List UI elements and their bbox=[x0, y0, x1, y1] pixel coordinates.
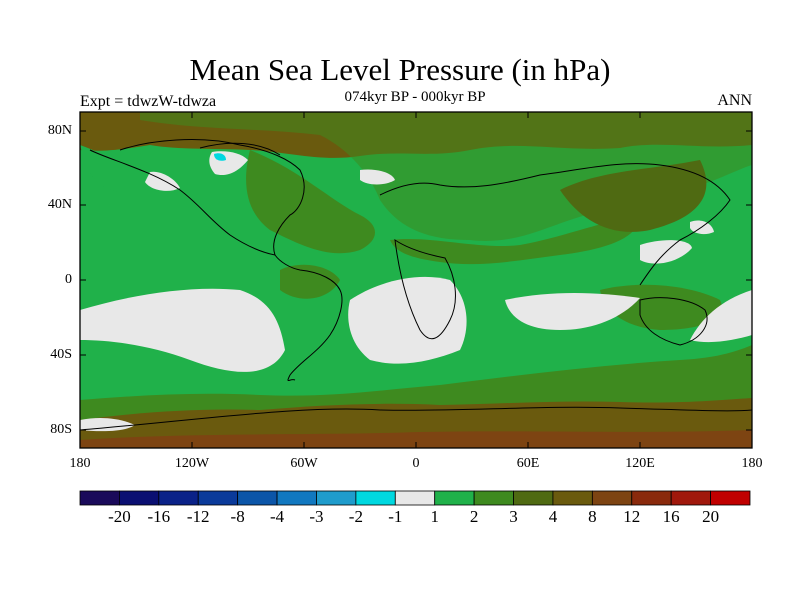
colorbar-label: 2 bbox=[469, 507, 479, 526]
colorbar-label: 8 bbox=[588, 507, 597, 526]
colorbar-label: -1 bbox=[388, 507, 403, 526]
colorbar-label: -2 bbox=[348, 507, 363, 526]
colorbar-swatch bbox=[158, 490, 199, 506]
pressure-field bbox=[80, 112, 752, 448]
colorbar-swatch bbox=[473, 490, 514, 506]
colorbar-swatch bbox=[434, 490, 475, 506]
colorbar-swatch bbox=[79, 490, 120, 506]
lat-label-eq: 0 bbox=[65, 272, 72, 287]
colorbar-swatch bbox=[276, 490, 317, 506]
colorbar-swatch bbox=[591, 490, 633, 506]
colorbar-label: -12 bbox=[186, 507, 210, 526]
lat-label-80n: 80N bbox=[47, 123, 72, 138]
colorbar-swatch bbox=[670, 490, 711, 506]
lat-label-40s: 40S bbox=[50, 347, 72, 362]
colorbar bbox=[79, 490, 751, 506]
lon-label-0: 0 bbox=[412, 456, 420, 471]
lat-label-80s: 80S bbox=[50, 422, 72, 437]
colorbar-label: -3 bbox=[309, 507, 324, 526]
colorbar-label: -8 bbox=[230, 507, 245, 526]
lon-label-180e: 180 bbox=[741, 456, 763, 471]
period-label: 074kyr BP - 000kyr BP bbox=[344, 89, 486, 105]
season-label: ANN bbox=[717, 92, 752, 109]
colorbar-swatch bbox=[552, 490, 593, 506]
colorbar-swatch bbox=[355, 490, 396, 506]
colorbar-label: 12 bbox=[623, 507, 641, 526]
colorbar-swatch bbox=[197, 490, 239, 506]
coastlines bbox=[79, 139, 753, 431]
lon-label-60e: 60E bbox=[516, 456, 540, 471]
lon-label-60w: 60W bbox=[290, 456, 318, 471]
colorbar-swatch bbox=[237, 490, 278, 506]
colorbar-label: -4 bbox=[269, 507, 285, 526]
colorbar-swatch bbox=[513, 490, 554, 506]
lon-label-120e: 120E bbox=[625, 456, 655, 471]
colorbar-swatch bbox=[394, 490, 436, 506]
colorbar-label: 3 bbox=[509, 507, 518, 526]
map-ticks bbox=[80, 112, 752, 448]
colorbar-swatch bbox=[316, 490, 357, 506]
experiment-label: Expt = tdwzW-tdwza bbox=[80, 93, 217, 110]
colorbar-label: -20 bbox=[108, 507, 131, 526]
colorbar-swatch bbox=[119, 490, 160, 506]
colorbar-label: 1 bbox=[430, 507, 439, 526]
colorbar-swatch bbox=[631, 490, 672, 506]
lat-label-40n: 40N bbox=[47, 197, 72, 212]
chart-title: Mean Sea Level Pressure (in hPa) bbox=[189, 52, 611, 87]
lon-label-120w: 120W bbox=[174, 456, 210, 471]
colorbar-label: 16 bbox=[662, 507, 680, 526]
colorbar-label: 20 bbox=[702, 507, 720, 526]
colorbar-label: 4 bbox=[548, 507, 558, 526]
lon-label-180w: 180 bbox=[69, 456, 91, 471]
colorbar-swatch bbox=[710, 490, 751, 506]
colorbar-label: -16 bbox=[147, 507, 171, 526]
